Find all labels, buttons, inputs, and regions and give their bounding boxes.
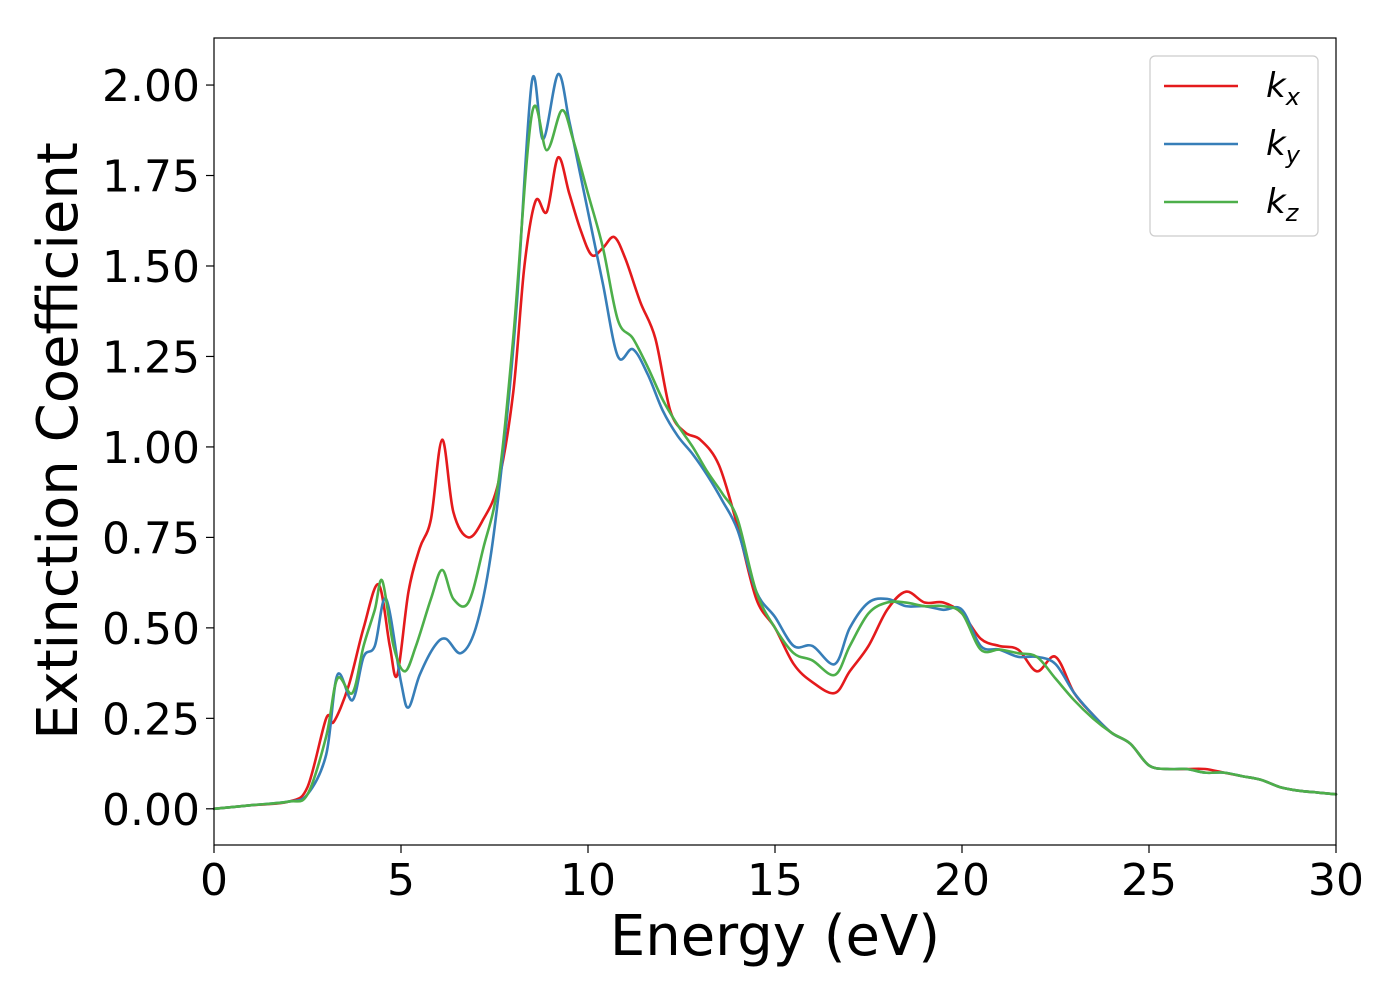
series-layer	[212, 72, 1338, 811]
x-axis-ticks: 0 5 10 15 20 25 30	[200, 845, 1364, 906]
legend-label-subscript: x	[1285, 83, 1301, 111]
legend-box	[1149, 55, 1319, 237]
x-tick-label: 25	[1121, 855, 1177, 906]
legend-label-main: k	[1266, 124, 1287, 164]
x-tick-label: 15	[747, 855, 803, 906]
y-tick-label: 2.00	[102, 61, 200, 112]
legend-label-subscript: z	[1285, 199, 1300, 227]
x-tick-label: 20	[934, 855, 990, 906]
x-tick-label: 10	[560, 855, 616, 906]
legend-label-kx: kx	[1266, 66, 1301, 111]
y-tick-label: 1.25	[102, 332, 200, 383]
legend-label-main: k	[1266, 182, 1287, 222]
y-tick-label: 0.50	[102, 604, 200, 655]
y-axis-ticks: 0.00 0.25 0.50 0.75 1.00 1.25 1.50 1.75 2.00	[102, 61, 214, 836]
y-tick-label: 0.00	[102, 785, 200, 836]
y-axis-label: Extinction Coefficient	[26, 142, 91, 740]
x-axis-label: Energy (eV)	[610, 904, 940, 969]
y-tick-label: 1.00	[102, 423, 200, 474]
y-tick-label: 1.75	[102, 152, 200, 203]
legend-label-kz: kz	[1266, 182, 1300, 227]
x-tick-label: 30	[1308, 855, 1364, 906]
x-tick-label: 0	[200, 855, 228, 906]
y-tick-label: 1.50	[102, 242, 200, 293]
series-line-kz	[212, 104, 1338, 811]
y-tick-label: 0.75	[102, 513, 200, 564]
legend-label-main: k	[1266, 66, 1287, 106]
legend-label-ky: ky	[1266, 124, 1301, 169]
x-tick-label: 5	[387, 855, 415, 906]
y-tick-label: 0.25	[102, 694, 200, 745]
series-line-kx	[212, 156, 1338, 811]
legend-label-subscript: y	[1285, 141, 1301, 169]
